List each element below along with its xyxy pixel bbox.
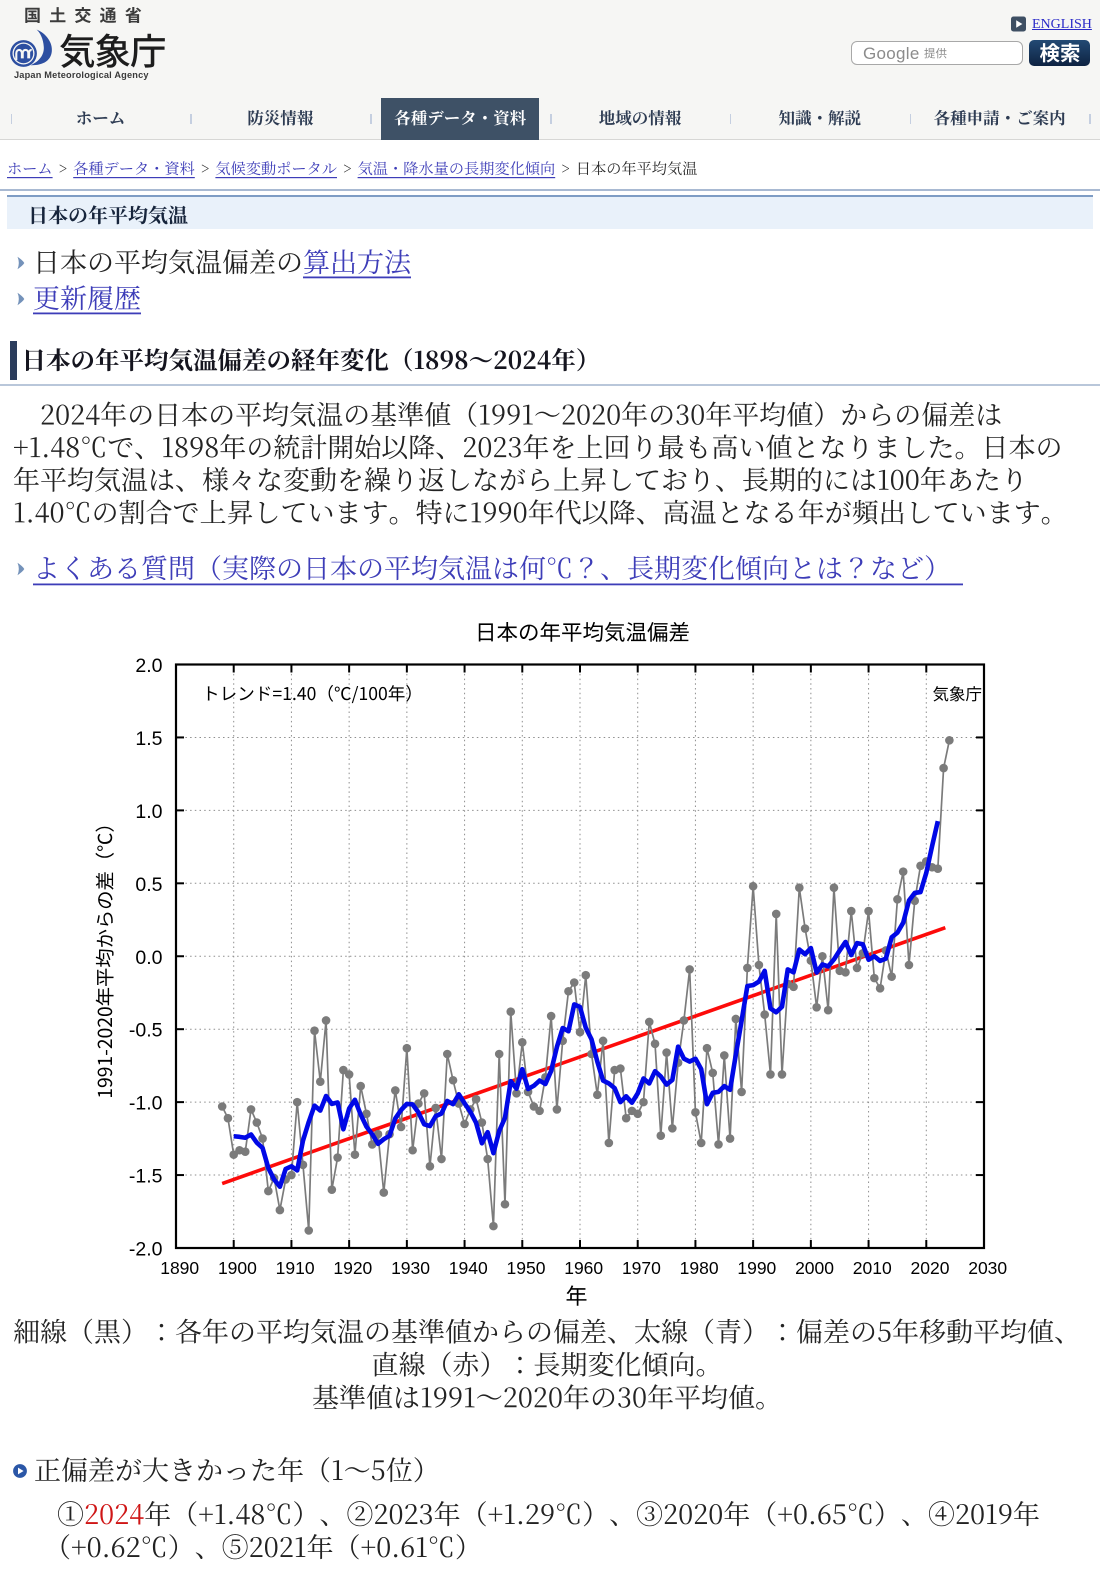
svg-text:1990: 1990	[737, 1258, 776, 1278]
svg-text:0.5: 0.5	[135, 874, 162, 896]
svg-text:2.0: 2.0	[135, 655, 162, 677]
svg-text:1920: 1920	[333, 1258, 372, 1278]
svg-text:1890: 1890	[160, 1258, 199, 1278]
svg-text:1950: 1950	[507, 1258, 546, 1278]
svg-text:2020: 2020	[911, 1258, 950, 1278]
svg-text:-0.5: -0.5	[129, 1020, 163, 1042]
svg-text:0.0: 0.0	[135, 947, 162, 969]
svg-text:1.5: 1.5	[135, 728, 162, 750]
svg-text:1970: 1970	[622, 1258, 661, 1278]
svg-text:1930: 1930	[391, 1258, 430, 1278]
svg-text:1.0: 1.0	[135, 801, 162, 823]
svg-text:-2.0: -2.0	[129, 1239, 163, 1261]
svg-text:1940: 1940	[449, 1258, 488, 1278]
svg-text:1900: 1900	[218, 1258, 257, 1278]
svg-text:2010: 2010	[853, 1258, 892, 1278]
svg-text:2000: 2000	[795, 1258, 834, 1278]
svg-text:1980: 1980	[680, 1258, 719, 1278]
svg-text:-1.0: -1.0	[129, 1093, 163, 1115]
svg-text:1960: 1960	[564, 1258, 603, 1278]
svg-text:-1.5: -1.5	[129, 1166, 163, 1188]
svg-text:1910: 1910	[276, 1258, 315, 1278]
svg-text:2030: 2030	[968, 1258, 1007, 1278]
